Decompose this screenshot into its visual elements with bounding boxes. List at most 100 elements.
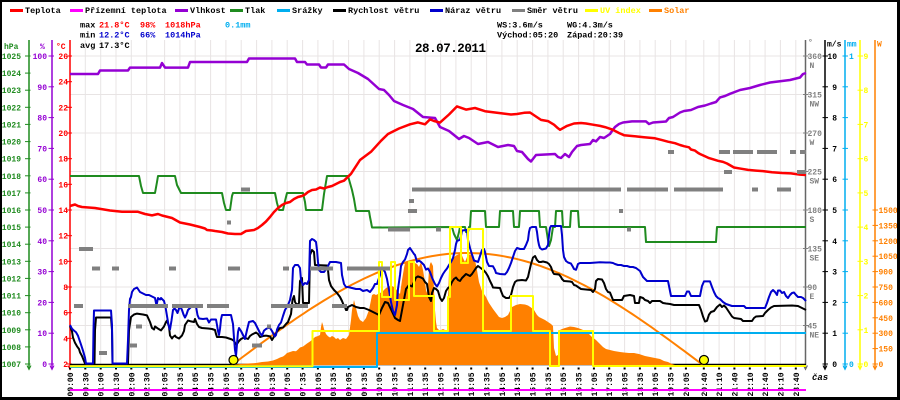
- svg-text:0: 0: [879, 361, 884, 370]
- svg-text:°: °: [808, 39, 813, 48]
- svg-text:315: 315: [808, 92, 823, 101]
- svg-text:8: 8: [864, 87, 869, 96]
- svg-text:40: 40: [37, 238, 47, 247]
- svg-text:16: 16: [58, 181, 68, 190]
- svg-text:12.2°C: 12.2°C: [99, 31, 130, 41]
- svg-text:900: 900: [879, 269, 894, 278]
- svg-text:0: 0: [864, 361, 869, 370]
- svg-text:1007: 1007: [2, 361, 21, 370]
- svg-text:14: 14: [58, 207, 68, 216]
- svg-text:1020: 1020: [2, 139, 21, 148]
- svg-text:225: 225: [808, 169, 823, 178]
- svg-text:10:35: 10:35: [392, 372, 401, 396]
- svg-text:1018: 1018: [2, 173, 21, 182]
- svg-text:1010: 1010: [2, 310, 21, 319]
- svg-text:1012: 1012: [2, 275, 21, 284]
- svg-text:1: 1: [864, 327, 869, 336]
- svg-text:max: max: [80, 21, 95, 31]
- svg-text:1050: 1050: [879, 253, 898, 262]
- svg-text:1024: 1024: [2, 70, 21, 79]
- svg-text:UV index: UV index: [600, 6, 641, 16]
- svg-text:12: 12: [58, 233, 68, 242]
- svg-text:5: 5: [832, 207, 837, 216]
- svg-text:1015: 1015: [2, 224, 21, 233]
- svg-text:80: 80: [37, 115, 47, 124]
- svg-text:Solar: Solar: [664, 6, 690, 16]
- svg-text:04:05: 04:05: [192, 372, 201, 396]
- svg-text:17:35: 17:35: [606, 372, 615, 396]
- svg-text:360: 360: [808, 53, 823, 62]
- svg-text:WS:3.6m/s: WS:3.6m/s: [497, 21, 543, 31]
- svg-text:6: 6: [864, 156, 869, 165]
- svg-text:13:35: 13:35: [484, 372, 493, 396]
- svg-text:14:05: 14:05: [499, 372, 508, 396]
- svg-text:14:35: 14:35: [514, 372, 523, 396]
- svg-text:čas: čas: [812, 373, 828, 383]
- svg-text:SW: SW: [810, 178, 820, 187]
- svg-text:20: 20: [58, 130, 68, 139]
- svg-text:17:05: 17:05: [591, 372, 600, 396]
- svg-text:03:05: 03:05: [162, 372, 171, 396]
- svg-text:600: 600: [879, 299, 894, 308]
- svg-text:3: 3: [864, 258, 869, 267]
- svg-text:20: 20: [37, 299, 47, 308]
- svg-text:1022: 1022: [2, 104, 21, 113]
- svg-text:45: 45: [808, 323, 818, 332]
- svg-text:70: 70: [37, 145, 47, 154]
- svg-text:07:35: 07:35: [300, 372, 309, 396]
- svg-text:01:00: 01:00: [98, 372, 107, 396]
- svg-text:3: 3: [832, 269, 837, 278]
- svg-text:98%: 98%: [140, 21, 156, 31]
- svg-text:12:35: 12:35: [453, 372, 462, 396]
- svg-text:2: 2: [832, 299, 837, 308]
- svg-text:Západ:20:39: Západ:20:39: [567, 31, 623, 41]
- svg-text:15:05: 15:05: [530, 372, 539, 396]
- svg-text:S: S: [810, 216, 815, 225]
- svg-text:23:10: 23:10: [777, 372, 786, 396]
- svg-text:1500: 1500: [879, 207, 898, 216]
- svg-text:6: 6: [832, 176, 837, 185]
- svg-text:1019: 1019: [2, 156, 21, 165]
- svg-text:Směr větru: Směr větru: [527, 6, 578, 16]
- svg-text:Vlhkost: Vlhkost: [190, 6, 226, 16]
- svg-text:min: min: [80, 31, 95, 41]
- svg-text:135: 135: [808, 246, 823, 255]
- svg-text:22:10: 22:10: [747, 372, 756, 396]
- svg-text:16:35: 16:35: [576, 372, 585, 396]
- svg-text:10: 10: [37, 330, 47, 339]
- svg-text:W: W: [810, 139, 815, 148]
- svg-text:26: 26: [58, 53, 68, 62]
- svg-text:24: 24: [58, 79, 68, 88]
- svg-text:750: 750: [879, 284, 894, 293]
- svg-text:11:35: 11:35: [422, 372, 431, 396]
- svg-text:SE: SE: [810, 255, 820, 264]
- svg-text:0: 0: [42, 361, 47, 370]
- svg-text:°C: °C: [56, 43, 66, 52]
- svg-text:20:05: 20:05: [683, 372, 692, 396]
- svg-text:08:35: 08:35: [330, 372, 339, 396]
- svg-text:Tlak: Tlak: [245, 6, 265, 16]
- svg-text:avg: avg: [80, 41, 95, 51]
- svg-text:21:40: 21:40: [731, 372, 740, 396]
- svg-text:450: 450: [879, 315, 894, 324]
- svg-text:1021: 1021: [2, 121, 21, 130]
- svg-text:Srážky: Srážky: [292, 6, 323, 16]
- svg-text:06:35: 06:35: [269, 372, 278, 396]
- svg-text:0.1mm: 0.1mm: [225, 21, 251, 31]
- svg-text:4: 4: [63, 335, 68, 344]
- svg-text:7: 7: [864, 121, 869, 130]
- svg-text:N: N: [810, 62, 815, 71]
- svg-text:100: 100: [33, 53, 48, 62]
- svg-text:1: 1: [832, 330, 837, 339]
- svg-text:NW: NW: [810, 101, 820, 110]
- svg-text:13:05: 13:05: [468, 372, 477, 396]
- svg-text:1014: 1014: [2, 241, 21, 250]
- svg-text:1023: 1023: [2, 87, 21, 96]
- svg-text:08:05: 08:05: [315, 372, 324, 396]
- svg-text:180: 180: [808, 207, 823, 216]
- svg-text:12:05: 12:05: [438, 372, 447, 396]
- svg-text:150: 150: [879, 346, 894, 355]
- svg-text:2: 2: [864, 293, 869, 302]
- svg-text:07:05: 07:05: [284, 372, 293, 396]
- svg-text:5: 5: [864, 190, 869, 199]
